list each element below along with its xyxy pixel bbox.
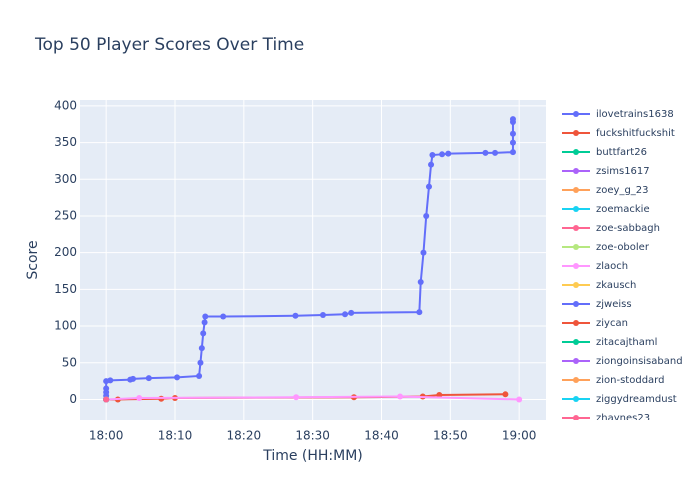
legend-label: zhaynes23 [596,413,650,424]
legend-marker [573,244,579,250]
data-point [429,152,436,159]
x-tick-label: 18:10 [158,429,193,443]
legend-marker [573,282,579,288]
legend-marker [573,320,579,326]
data-point [202,313,209,320]
data-point [292,312,299,319]
legend-marker [573,206,579,212]
data-point [174,374,181,381]
data-point [200,330,207,337]
legend-label: zoe-sabbagh [596,223,660,234]
x-tick-label: 18:50 [433,429,468,443]
data-point [103,385,110,392]
y-tick-label: 400 [54,98,77,112]
legend-label: ziycan [596,318,628,329]
data-point [201,319,208,326]
data-point [293,394,300,401]
data-point [220,313,227,320]
y-tick-label: 300 [54,172,77,186]
data-point [439,151,446,158]
data-point [107,377,114,384]
data-point [420,249,427,256]
legend-label: zoe-oboler [596,242,650,253]
data-point [196,372,203,379]
legend-label: zkausch [596,280,636,291]
y-tick-label: 350 [54,135,77,149]
legend-marker [573,168,579,174]
legend-marker [573,339,579,345]
y-tick-label: 50 [62,355,77,369]
y-tick-label: 250 [54,208,77,222]
y-tick-label: 200 [54,245,77,259]
legend-marker [573,396,579,402]
legend-marker [573,415,579,420]
y-tick-label: 150 [54,282,77,296]
legend-marker [573,149,579,155]
legend-label: fuckshitfuckshit [596,128,675,139]
x-tick-label: 18:00 [89,429,124,443]
legend-label: buttfart26 [596,147,647,158]
data-point [428,161,435,168]
x-tick-label: 18:40 [364,429,399,443]
data-point [416,309,423,316]
legend-label: zitacajthaml [596,337,657,348]
data-point [509,149,516,156]
legend-label: ziggydreamdust [596,394,677,405]
data-point [319,312,326,319]
legend-marker [573,263,579,269]
data-point [342,311,349,318]
y-tick-label: 100 [54,319,77,333]
legend-label: zoemackie [596,204,650,215]
data-point [516,396,523,403]
data-point [425,183,432,190]
data-point [103,396,110,403]
legend-label: ilovetrains1638 [596,109,674,120]
legend-label: zoey_g_23 [596,185,649,196]
data-point [145,375,152,382]
legend-label: zjweiss [596,299,632,310]
data-point [397,393,404,400]
legend-label: ziongoinsisaband [596,356,683,367]
x-tick-label: 18:30 [295,429,330,443]
data-point [417,279,424,286]
legend-marker [573,301,579,307]
chart-title: Top 50 Player Scores Over Time [34,35,304,55]
data-point [198,345,205,352]
legend-marker [573,130,579,136]
x-tick-label: 19:00 [502,429,537,443]
legend-marker [573,187,579,193]
data-point [130,375,137,382]
data-point [136,394,143,401]
data-point [509,130,516,137]
legend-marker [573,225,579,231]
x-tick-label: 18:20 [227,429,262,443]
data-point [445,150,452,157]
data-point [197,359,204,366]
y-axis-label: Score [25,240,41,279]
data-point [348,309,355,316]
y-tick-label: 0 [69,392,77,406]
data-point [482,149,489,156]
data-point [423,212,430,219]
legend-marker [573,377,579,383]
x-axis-label: Time (HH:MM) [262,448,363,464]
data-point [502,391,509,398]
legend-marker [573,111,579,117]
legend-label: zsims1617 [596,166,650,177]
data-point [509,139,516,146]
legend-marker [573,358,579,364]
legend-label: zlaoch [596,261,628,272]
data-point [492,149,499,156]
legend-label: zion-stoddard [596,375,664,386]
data-point [509,116,516,123]
